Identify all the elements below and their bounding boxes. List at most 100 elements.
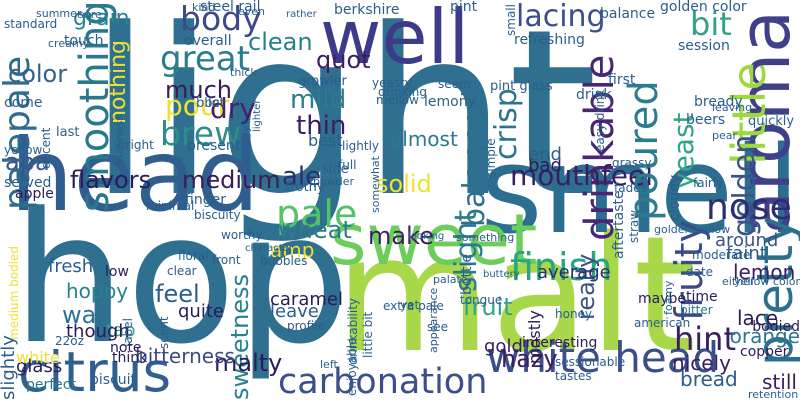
- cloud-word: interesting: [522, 335, 598, 351]
- cloud-word: fruit: [463, 293, 513, 321]
- cloud-word: yellow: [4, 143, 43, 157]
- cloud-word: gold: [484, 336, 523, 357]
- cloud-word: seem: [438, 77, 471, 91]
- cloud-word: buttery: [483, 269, 520, 280]
- cloud-word: medium: [182, 166, 281, 194]
- cloud-word: minimal: [146, 199, 195, 213]
- cloud-word: retention: [748, 388, 799, 400]
- cloud-word: well: [320, 0, 470, 81]
- cloud-word: drinking: [378, 85, 427, 99]
- cloud-word: bready: [694, 94, 743, 110]
- cloud-word: sweet: [330, 199, 538, 281]
- cloud-word: grassy: [612, 156, 652, 170]
- cloud-word: worthy: [221, 228, 263, 242]
- cloud-word: growler: [298, 74, 347, 89]
- cloud-word: lighter: [252, 99, 263, 132]
- cloud-word: tongue: [460, 293, 503, 307]
- cloud-word: powder: [313, 175, 354, 188]
- cloud-word: tastes: [555, 369, 592, 383]
- cloud-word: glass: [16, 356, 63, 377]
- cloud-word: cloudy: [667, 174, 683, 221]
- cloud-word: scent: [157, 316, 171, 349]
- cloud-word: copper: [740, 344, 789, 360]
- cloud-word: around: [715, 230, 779, 251]
- cloud-word: sweetness: [226, 273, 254, 400]
- cloud-word: bread: [680, 367, 738, 391]
- cloud-word: full: [338, 158, 357, 172]
- cloud-word: drink: [576, 87, 612, 103]
- cloud-word: slightly: [0, 335, 19, 400]
- cloud-word: foamy: [662, 280, 675, 315]
- cloud-word: present: [187, 138, 241, 154]
- cloud-word: nothing: [106, 40, 131, 124]
- cloud-word: amp: [270, 238, 315, 262]
- cloud-word: body: [180, 0, 262, 38]
- cloud-word: little bit: [361, 311, 375, 358]
- cloud-word: floral: [178, 249, 209, 263]
- cloud-word: standard: [4, 17, 58, 31]
- cloud-word: light: [88, 0, 598, 248]
- cloud-word: honey: [555, 307, 593, 321]
- cloud-word: yet: [400, 298, 420, 312]
- cloud-word: biscuit: [90, 372, 137, 388]
- cloud-word: pint: [450, 0, 478, 15]
- cloud-word: apa: [5, 148, 50, 176]
- cloud-word: biscuity: [194, 208, 241, 222]
- cloud-word: bit: [690, 5, 732, 43]
- cloud-word: lemon: [733, 260, 796, 284]
- cloud-word: steel rail: [200, 0, 261, 15]
- cloud-word: hop: [12, 175, 351, 384]
- cloud-word: low: [105, 264, 129, 280]
- cloud-word: berkshire: [334, 2, 400, 18]
- cloud-word: malty: [214, 349, 283, 377]
- cloud-word: mild: [290, 85, 347, 115]
- cloud-word: sure: [78, 8, 102, 21]
- cloud-word: clean: [248, 28, 313, 56]
- cloud-word: hint: [674, 320, 736, 358]
- cloud-word: clear: [167, 264, 197, 278]
- cloud-word: bbc: [196, 96, 220, 111]
- cloud-word: fairly: [693, 176, 724, 190]
- cloud-word: american: [634, 316, 691, 330]
- cloud-word: yeasty: [372, 76, 412, 90]
- cloud-word: malt: [335, 201, 697, 388]
- cloud-word: decent: [39, 127, 53, 169]
- cloud-word: finish: [510, 245, 613, 289]
- cloud-word: sessionable: [555, 355, 626, 369]
- cloud-word: golden yellow: [654, 223, 731, 236]
- cloud-word: lacing: [516, 0, 606, 34]
- cloud-word: fruitiness: [113, 115, 126, 166]
- cloud-word: side: [322, 162, 349, 177]
- cloud-word: leave: [270, 301, 319, 322]
- cloud-word: overall: [184, 33, 232, 49]
- cloud-word: brew: [160, 114, 242, 153]
- cloud-word: pint glass: [490, 79, 553, 94]
- cloud-word: leaving: [712, 101, 753, 114]
- cloud-word: though: [66, 321, 130, 342]
- cloud-word: moderate: [692, 248, 751, 262]
- cloud-word: dry: [210, 92, 256, 125]
- cloud-word: quickly: [748, 114, 795, 129]
- cloud-word: left: [320, 358, 338, 371]
- cloud-word: poured: [621, 80, 667, 221]
- cloud-word: front: [212, 253, 241, 267]
- cloud-word: finger: [185, 192, 226, 208]
- cloud-word: bitterness: [135, 344, 235, 368]
- cloud-word: faint: [726, 243, 767, 264]
- cloud-word: palate: [433, 273, 468, 286]
- cloud-word: smell: [480, 122, 800, 261]
- cloud-word: straw: [627, 209, 641, 243]
- cloud-word: grain: [73, 6, 130, 31]
- cloud-word: balance: [600, 6, 656, 22]
- cloud-word: head: [10, 117, 260, 234]
- cloud-word: nose: [706, 187, 792, 228]
- cloud-word: lightly: [342, 139, 380, 153]
- cloud-word: fades: [614, 181, 647, 195]
- cloud-word: something: [456, 231, 515, 244]
- cloud-word: either: [722, 275, 755, 288]
- cloud-word: tap: [106, 320, 136, 341]
- cloud-word: enjoyable: [345, 337, 359, 396]
- cloud-word: bad: [528, 155, 562, 176]
- cloud-word: small: [504, 4, 518, 36]
- cloud-word: refreshing: [514, 32, 585, 48]
